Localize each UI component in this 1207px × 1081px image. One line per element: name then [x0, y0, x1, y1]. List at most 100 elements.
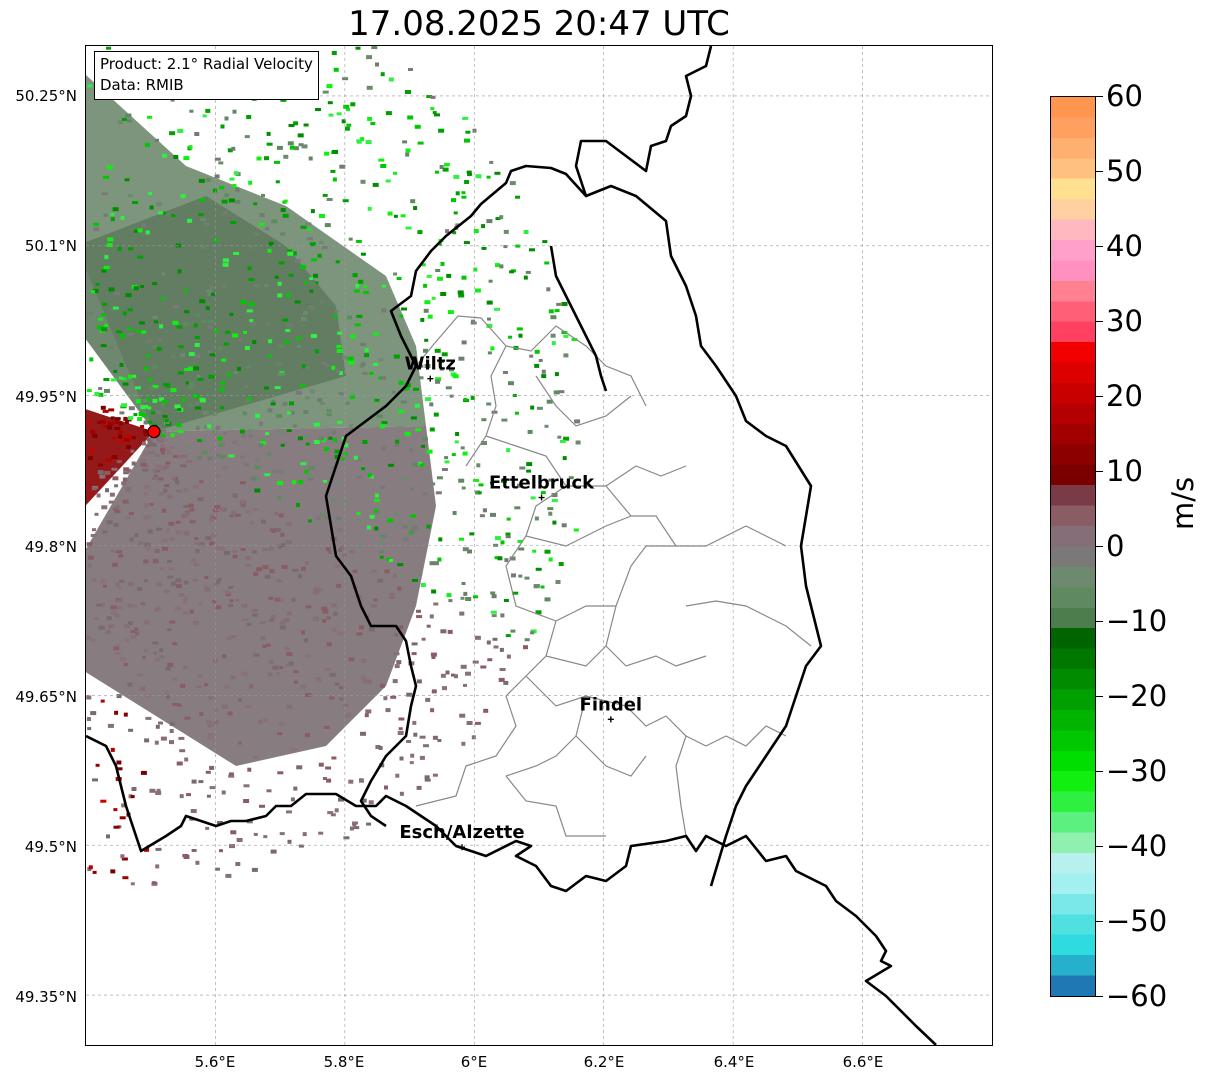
- velocity-pixel: [558, 390, 565, 394]
- velocity-pixel: [260, 519, 266, 524]
- velocity-pixel: [198, 178, 205, 183]
- velocity-pixel: [271, 399, 276, 404]
- velocity-pixel: [393, 354, 400, 359]
- velocity-pixel: [346, 123, 352, 127]
- velocity-pixel: [162, 447, 169, 452]
- velocity-pixel: [222, 654, 227, 659]
- velocity-pixel: [247, 266, 252, 271]
- velocity-pixel: [183, 531, 190, 536]
- velocity-pixel: [523, 230, 529, 234]
- velocity-pixel: [214, 707, 219, 712]
- velocity-pixel: [143, 451, 149, 456]
- velocity-pixel: [287, 251, 294, 256]
- velocity-pixel: [156, 607, 161, 611]
- velocity-pixel: [140, 602, 146, 606]
- velocity-pixel: [248, 434, 253, 438]
- velocity-pixel: [224, 193, 229, 198]
- velocity-pixel: [261, 193, 265, 197]
- velocity-pixel: [101, 313, 106, 317]
- velocity-pixel: [345, 713, 352, 718]
- velocity-pixel: [157, 438, 163, 443]
- velocity-pixel: [191, 558, 196, 562]
- velocity-pixel: [102, 530, 108, 534]
- velocity-pixel: [515, 195, 521, 199]
- velocity-pixel: [356, 632, 363, 636]
- velocity-pixel: [130, 449, 135, 453]
- velocity-pixel: [121, 117, 127, 121]
- velocity-pixel: [317, 398, 323, 403]
- velocity-pixel: [277, 293, 283, 298]
- velocity-pixel: [447, 629, 453, 634]
- velocity-pixel: [375, 745, 381, 749]
- velocity-pixel: [316, 678, 322, 682]
- velocity-pixel: [548, 511, 553, 516]
- velocity-pixel: [99, 474, 106, 479]
- velocity-pixel: [407, 115, 414, 120]
- velocity-pixel: [184, 289, 189, 293]
- velocity-pixel: [125, 113, 132, 118]
- velocity-pixel: [427, 314, 433, 319]
- velocity-pixel: [541, 374, 547, 379]
- velocity-pixel: [197, 674, 203, 678]
- velocity-pixel: [533, 584, 540, 589]
- velocity-pixel: [207, 456, 213, 461]
- velocity-pixel: [492, 637, 498, 641]
- velocity-pixel: [416, 615, 423, 619]
- velocity-pixel: [287, 249, 293, 253]
- velocity-pixel: [124, 178, 130, 182]
- radar-map[interactable]: Wiltz Ettelbruck Findel Esch/Alzette: [85, 45, 993, 1046]
- velocity-pixel: [172, 703, 179, 706]
- velocity-pixel: [183, 505, 188, 509]
- velocity-pixel: [471, 735, 476, 740]
- velocity-pixel: [164, 589, 171, 593]
- velocity-pixel: [197, 455, 203, 460]
- velocity-pixel: [132, 201, 139, 204]
- velocity-pixel: [116, 599, 123, 603]
- velocity-pixel: [255, 458, 260, 462]
- velocity-pixel: [93, 227, 100, 232]
- velocity-pixel: [320, 512, 326, 517]
- velocity-pixel: [155, 791, 162, 795]
- velocity-pixel: [120, 334, 126, 338]
- velocity-pixel: [424, 338, 429, 342]
- velocity-pixel: [175, 584, 182, 589]
- velocity-pixel: [463, 241, 470, 245]
- velocity-pixel: [333, 438, 337, 443]
- velocity-pixel: [240, 300, 247, 305]
- velocity-pixel: [224, 590, 230, 595]
- velocity-pixel: [426, 274, 432, 278]
- velocity-pixel: [117, 430, 123, 435]
- velocity-pixel: [518, 574, 523, 578]
- velocity-pixel: [488, 279, 493, 283]
- velocity-pixel: [112, 436, 117, 440]
- velocity-pixel: [158, 492, 165, 496]
- velocity-pixel: [279, 598, 284, 603]
- velocity-pixel: [454, 440, 459, 444]
- velocity-pixel: [414, 403, 420, 408]
- velocity-pixel: [230, 675, 236, 680]
- velocity-pixel: [131, 436, 136, 440]
- velocity-pixel: [376, 414, 383, 418]
- velocity-pixel: [350, 102, 356, 107]
- velocity-pixel: [199, 299, 206, 304]
- velocity-pixel: [481, 441, 487, 445]
- velocity-pixel: [274, 275, 279, 279]
- velocity-pixel: [114, 417, 121, 421]
- velocity-pixel: [270, 614, 276, 619]
- velocity-pixel: [462, 451, 468, 456]
- velocity-pixel: [119, 816, 126, 820]
- velocity-pixel: [118, 120, 124, 125]
- velocity-pixel: [333, 315, 339, 318]
- velocity-pixel: [101, 505, 108, 510]
- velocity-pixel: [205, 177, 211, 182]
- velocity-pixel: [154, 549, 160, 553]
- velocity-pixel: [386, 558, 392, 561]
- velocity-pixel: [214, 504, 221, 509]
- velocity-pixel: [409, 761, 414, 765]
- velocity-pixel: [115, 504, 120, 509]
- velocity-pixel: [343, 452, 348, 456]
- velocity-pixel: [381, 446, 386, 451]
- velocity-pixel: [329, 672, 336, 677]
- velocity-pixel: [302, 832, 307, 837]
